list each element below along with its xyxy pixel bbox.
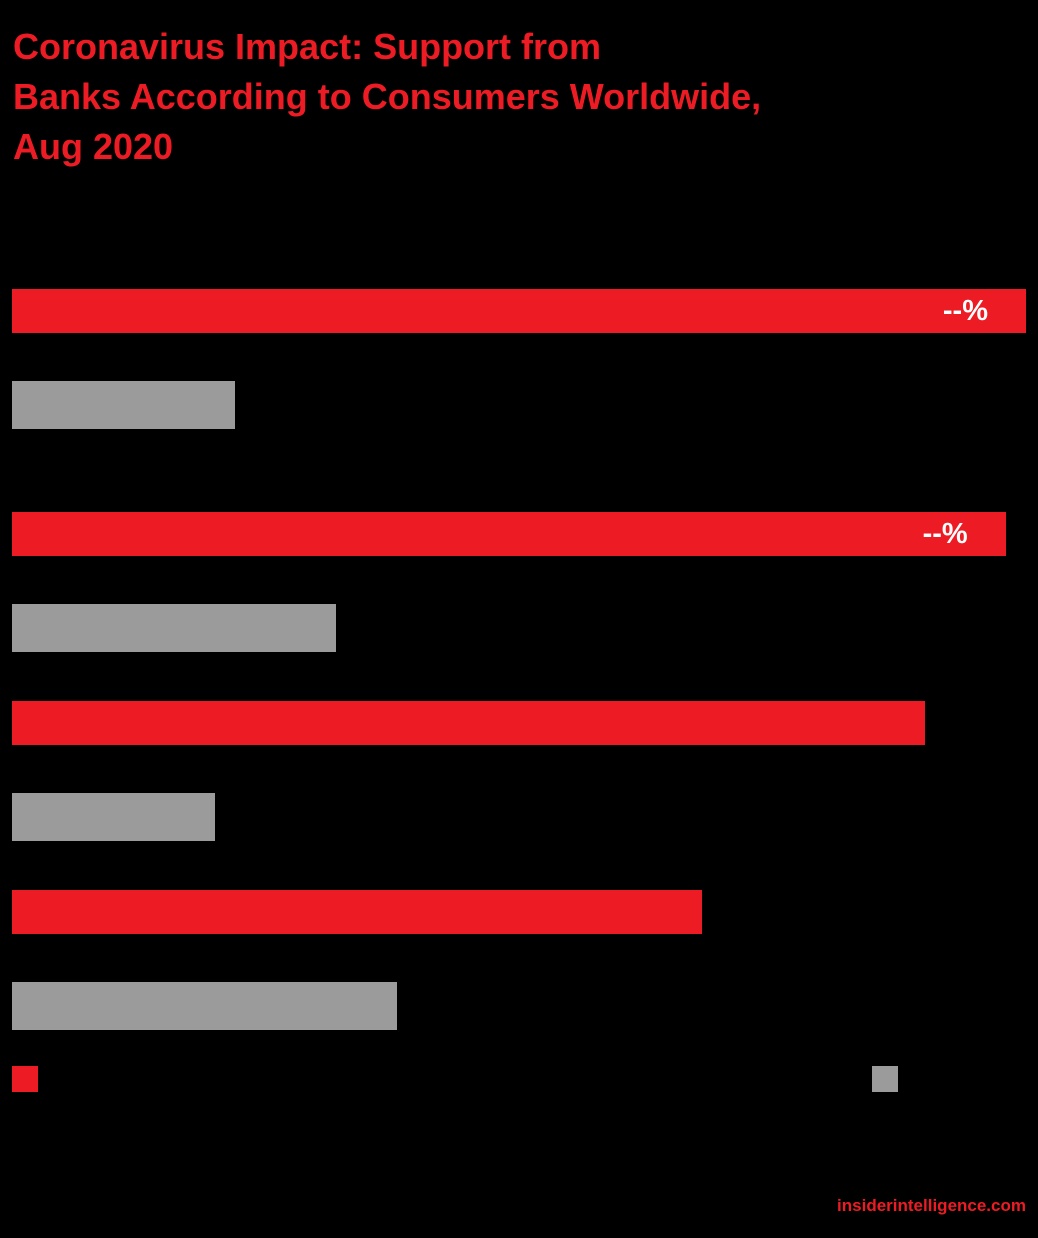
legend-swatch-red xyxy=(12,1066,38,1092)
legend-swatch-gray xyxy=(872,1066,898,1092)
bar-series-red-3 xyxy=(12,701,925,745)
bar-series-gray-4 xyxy=(12,982,398,1030)
source-link[interactable]: insiderintelligence.com xyxy=(837,1196,1026,1215)
bar-series-red-1: --% xyxy=(12,289,1026,333)
bar-value-label: --% xyxy=(942,294,988,327)
bar-series-gray-2 xyxy=(12,604,337,652)
bar-value-label: --% xyxy=(922,517,968,550)
bar-series-red-4 xyxy=(12,890,702,934)
chart-title-line-3: Aug 2020 xyxy=(13,126,174,167)
chart-title-line-2: Banks According to Consumers Worldwide, xyxy=(13,76,762,117)
bar-chart: --% --% xyxy=(12,0,1026,1238)
chart-title-line-1: Coronavirus Impact: Support from xyxy=(13,26,602,67)
bar-series-gray-1 xyxy=(12,381,236,429)
bar-series-gray-3 xyxy=(12,793,215,841)
bar-series-red-2: --% xyxy=(12,512,1006,556)
chart-title: Coronavirus Impact: Support from Banks Ac… xyxy=(13,22,761,172)
